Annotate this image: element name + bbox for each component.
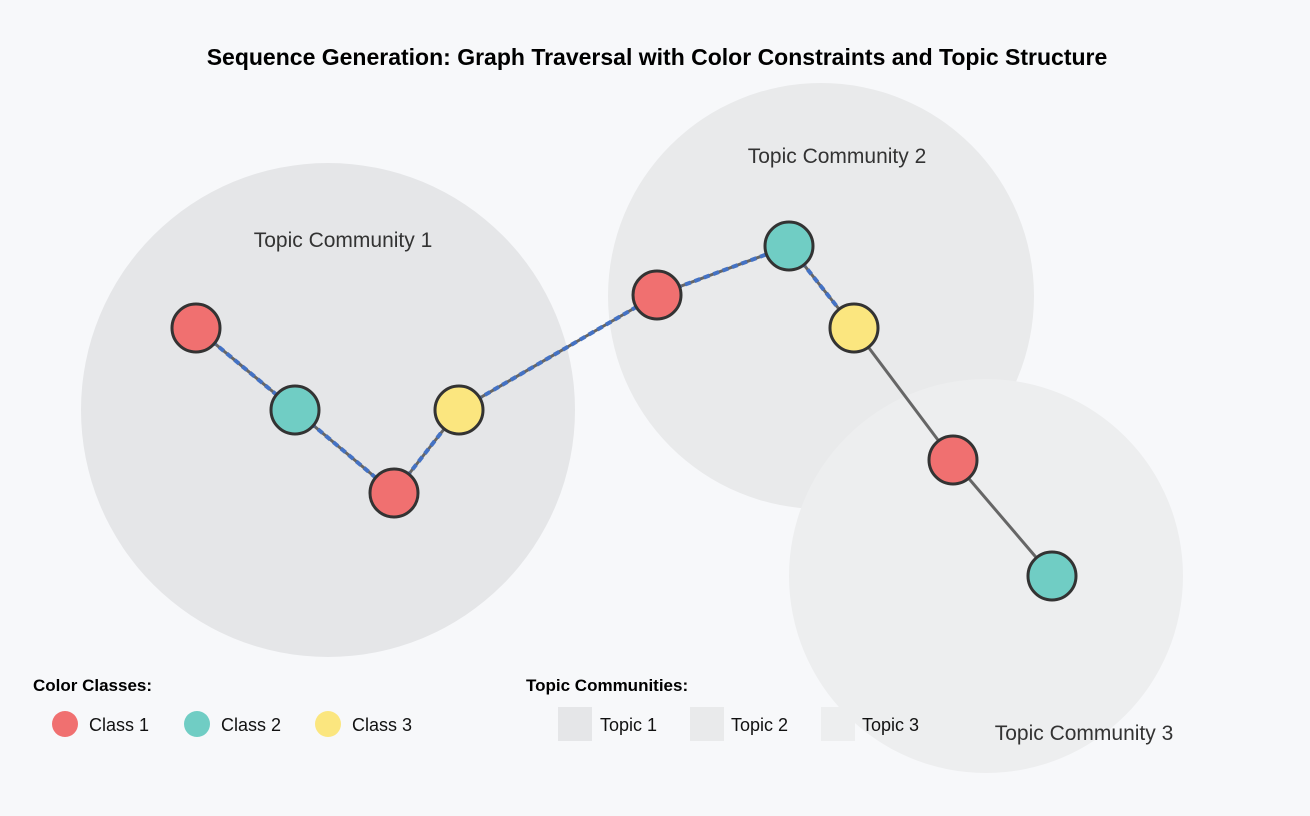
legend-topic-1-label: Topic 1 — [600, 715, 657, 735]
community-3-region — [789, 379, 1183, 773]
edge-n7-n8 — [852, 327, 955, 461]
node-n8[interactable] — [927, 434, 979, 486]
node-n1[interactable] — [170, 302, 222, 354]
node-n2[interactable] — [269, 384, 321, 436]
legend-class-1-label: Class 1 — [89, 715, 149, 735]
legend-color-classes-title: Color Classes: — [33, 676, 152, 695]
path-highlight-n6-n7 — [787, 244, 856, 330]
node-n7[interactable] — [828, 302, 880, 354]
node-n4[interactable] — [433, 384, 485, 436]
path-highlight-n3-n4 — [392, 408, 461, 495]
node-n6[interactable] — [763, 220, 815, 272]
legend-class-2-label: Class 2 — [221, 715, 281, 735]
legend-topic-3-swatch — [821, 707, 855, 741]
legend-topic-communities: Topic Communities: Topic 1 Topic 2 Topic… — [526, 676, 919, 741]
nodes-layer — [170, 220, 1078, 602]
legend-topic-communities-title: Topic Communities: — [526, 676, 688, 695]
legend-class-1-swatch — [52, 711, 78, 737]
legend-topic-3-label: Topic 3 — [862, 715, 919, 735]
legend-topic-2-swatch — [690, 707, 724, 741]
legend-color-classes: Color Classes: Class 1 Class 2 Class 3 — [33, 676, 412, 737]
legend-class-3-swatch — [315, 711, 341, 737]
legend-class-3-label: Class 3 — [352, 715, 412, 735]
legend-topic-1-swatch — [558, 707, 592, 741]
community-regions — [81, 83, 1183, 773]
community-1-region — [81, 163, 575, 657]
node-n5[interactable] — [631, 269, 683, 321]
community-3-label: Topic Community 3 — [995, 722, 1174, 745]
community-1-label: Topic Community 1 — [254, 229, 433, 252]
diagram-title: Sequence Generation: Graph Traversal wit… — [207, 44, 1108, 70]
legend-class-2-swatch — [184, 711, 210, 737]
node-n9[interactable] — [1026, 550, 1078, 602]
community-2-label: Topic Community 2 — [748, 145, 927, 168]
legend-topic-2-label: Topic 2 — [731, 715, 788, 735]
path-highlight-n4-n5 — [457, 293, 659, 412]
node-n3[interactable] — [368, 467, 420, 519]
